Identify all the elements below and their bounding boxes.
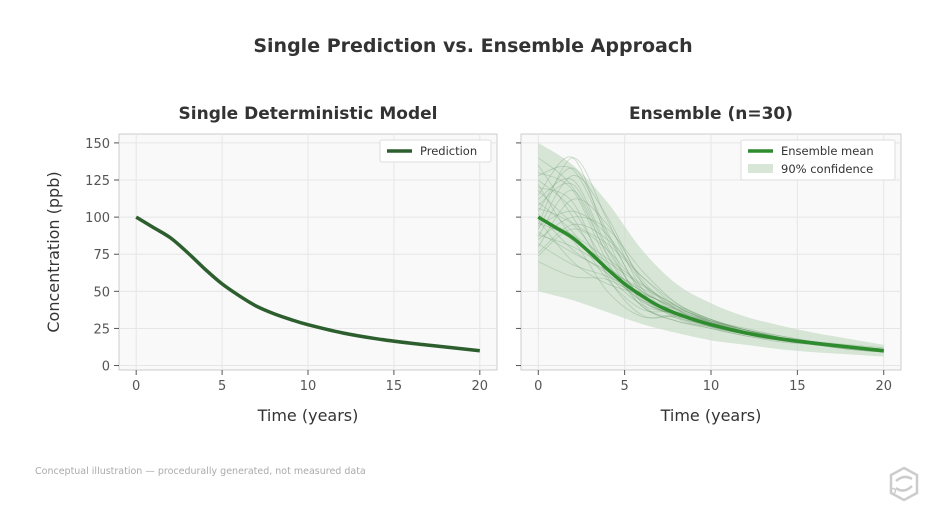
logo-icon xyxy=(889,466,919,502)
left-panel: 0 5 10 15 20 0 25 50 75 100 125 150 Prediction xyxy=(85,133,498,394)
y-tick-label: 100 xyxy=(85,211,110,226)
y-tick-label: 75 xyxy=(93,248,110,263)
ensemble-mean-line xyxy=(537,215,884,353)
y-tick-label: 0 xyxy=(102,360,110,375)
legend-prediction-label: Prediction xyxy=(420,144,477,158)
x-tick-label: 10 xyxy=(300,379,317,394)
prediction-line xyxy=(135,215,481,353)
legend-band-label: 90% confidence xyxy=(781,162,873,176)
left-panel-title: Single Deterministic Model xyxy=(179,104,438,124)
right-x-axis-label: Time (years) xyxy=(660,406,762,425)
legend-band-swatch xyxy=(748,164,773,173)
confidence-band xyxy=(538,142,884,357)
figure-title: Single Prediction vs. Ensemble Approach xyxy=(253,35,692,57)
y-axis-label: Concentration (ppb) xyxy=(44,171,63,332)
x-tick-label: 20 xyxy=(472,379,489,394)
y-tick-label: 125 xyxy=(85,174,110,189)
right-panel: 0 5 10 15 20 Ensemble mean 90% confidence xyxy=(516,133,902,394)
legend-mean-label: Ensemble mean xyxy=(781,144,874,158)
x-tick-label: 0 xyxy=(132,379,140,394)
x-tick-label: 15 xyxy=(386,379,403,394)
y-tick-label: 25 xyxy=(93,322,110,337)
left-x-axis-label: Time (years) xyxy=(257,406,359,425)
x-tick-label: 10 xyxy=(703,379,720,394)
legend-box xyxy=(740,139,896,181)
x-tick-label: 15 xyxy=(789,379,806,394)
footnote: Conceptual illustration — procedurally g… xyxy=(35,466,366,477)
legend-box xyxy=(379,139,492,163)
right-panel-title: Ensemble (n=30) xyxy=(629,104,793,124)
x-tick-label: 5 xyxy=(218,379,226,394)
x-tick-label: 0 xyxy=(534,379,542,394)
x-tick-label: 20 xyxy=(875,379,892,394)
x-tick-label: 5 xyxy=(620,379,628,394)
y-tick-label: 150 xyxy=(85,137,110,152)
y-tick-label: 50 xyxy=(93,285,110,300)
ensemble-member-line xyxy=(537,190,884,353)
